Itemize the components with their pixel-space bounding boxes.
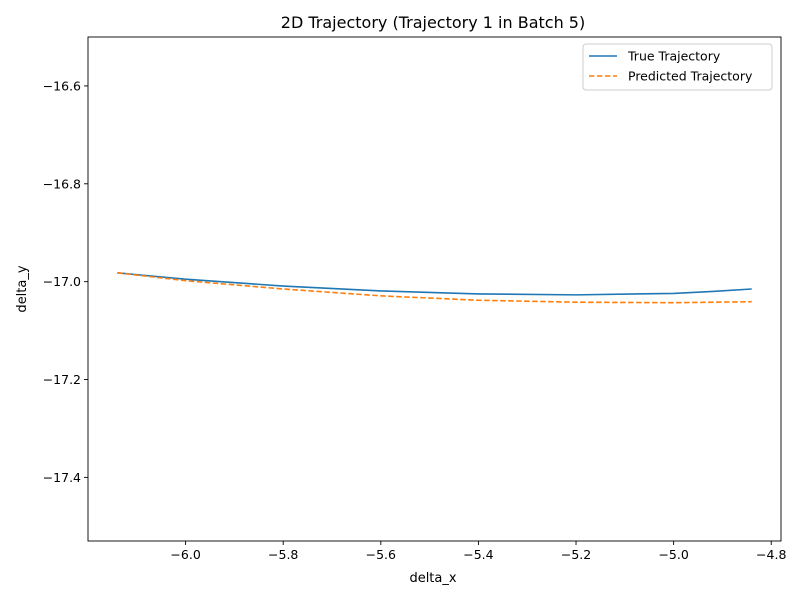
legend-label-2: Predicted Trajectory [628, 69, 753, 84]
x-tick-label: −5.0 [658, 547, 688, 562]
y-tick-label: −16.8 [43, 176, 81, 191]
y-tick-label: −17.2 [43, 372, 81, 387]
legend-label-1: True Trajectory [627, 49, 721, 64]
legend: True Trajectory Predicted Trajectory [582, 43, 773, 91]
series-line-2 [117, 272, 752, 304]
y-tick-label: −17.4 [43, 470, 81, 485]
x-axis-label: delta_x [409, 571, 456, 586]
series-line-1 [117, 272, 752, 296]
chart-title: 2D Trajectory (Trajectory 1 in Batch 5) [281, 13, 585, 32]
legend-box [582, 43, 773, 91]
x-tick-label: −5.6 [366, 547, 396, 562]
x-tick-label: −5.2 [561, 547, 591, 562]
y-tick-label: −17.0 [43, 274, 81, 289]
y-tick-label: −16.6 [43, 78, 81, 93]
x-tick-label: −6.0 [170, 547, 200, 562]
x-tick-label: −5.4 [463, 547, 493, 562]
axes-frame [87, 36, 782, 542]
x-tick-label: −4.8 [756, 547, 786, 562]
x-tick-label: −5.8 [268, 547, 298, 562]
plot-area: −6.0 −5.8 −5.6 −5.4 −5.2 −5.0 −4.8 −16.6 −16.8 −1… [43, 36, 786, 562]
y-axis-label: delta_y [15, 265, 30, 312]
